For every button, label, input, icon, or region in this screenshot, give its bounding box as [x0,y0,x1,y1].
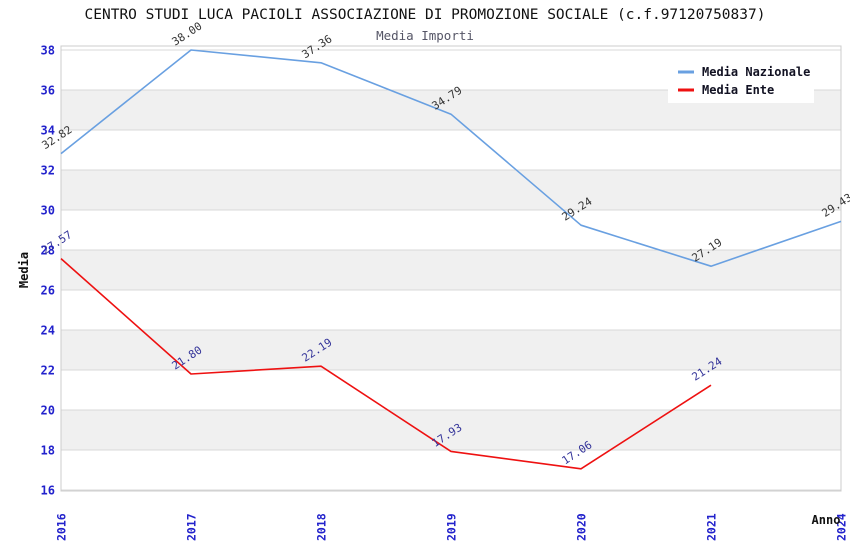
y-tick-label: 22 [41,364,55,378]
plot-band [61,130,841,170]
x-tick-label: 2021 [705,513,719,541]
series-line-media-nazionale [60,49,842,268]
chart-title: CENTRO STUDI LUCA PACIOLI ASSOCIAZIONE D… [84,7,766,23]
y-tick-label: 34 [41,124,55,138]
y-tick-label: 26 [41,284,55,298]
y-tick-label: 18 [41,444,55,458]
x-tick-label: 2019 [445,513,459,541]
y-tick-label: 24 [41,324,55,338]
x-tick-label: 2016 [55,513,69,541]
plot-band [61,330,841,370]
legend-box [668,57,814,103]
y-axis-title: Media [17,251,31,289]
x-tick-label: 2018 [315,513,329,541]
x-axis-title: Anno [811,513,841,527]
y-tick-label: 36 [41,84,55,98]
x-tick-label: 2020 [575,513,589,541]
y-tick-label: 38 [41,44,55,58]
plot-band [61,290,841,330]
plot-band [61,210,841,250]
y-tick-label: 30 [41,204,55,218]
y-tick-label: 28 [41,244,55,258]
plot-band [61,170,841,210]
series-line-media-ente [60,258,712,470]
plot-band [61,370,841,410]
y-tick-label: 20 [41,404,55,418]
x-tick-label: 2024 [835,513,849,541]
chart-subtitle: Media Importi [376,28,474,43]
legend-label: Media Ente [702,83,774,97]
y-tick-label: 16 [41,484,55,498]
y-tick-label: 32 [41,164,55,178]
plot-band [61,450,841,490]
x-tick-label: 2017 [185,513,199,541]
plot-frame [60,45,842,492]
plot-band [61,410,841,450]
plot-band [61,250,841,290]
legend-label: Media Nazionale [702,65,810,79]
